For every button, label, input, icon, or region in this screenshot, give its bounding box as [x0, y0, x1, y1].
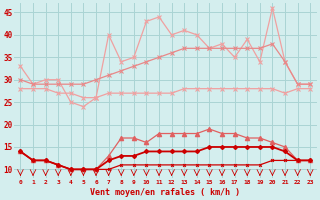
X-axis label: Vent moyen/en rafales ( km/h ): Vent moyen/en rafales ( km/h ): [90, 188, 240, 197]
